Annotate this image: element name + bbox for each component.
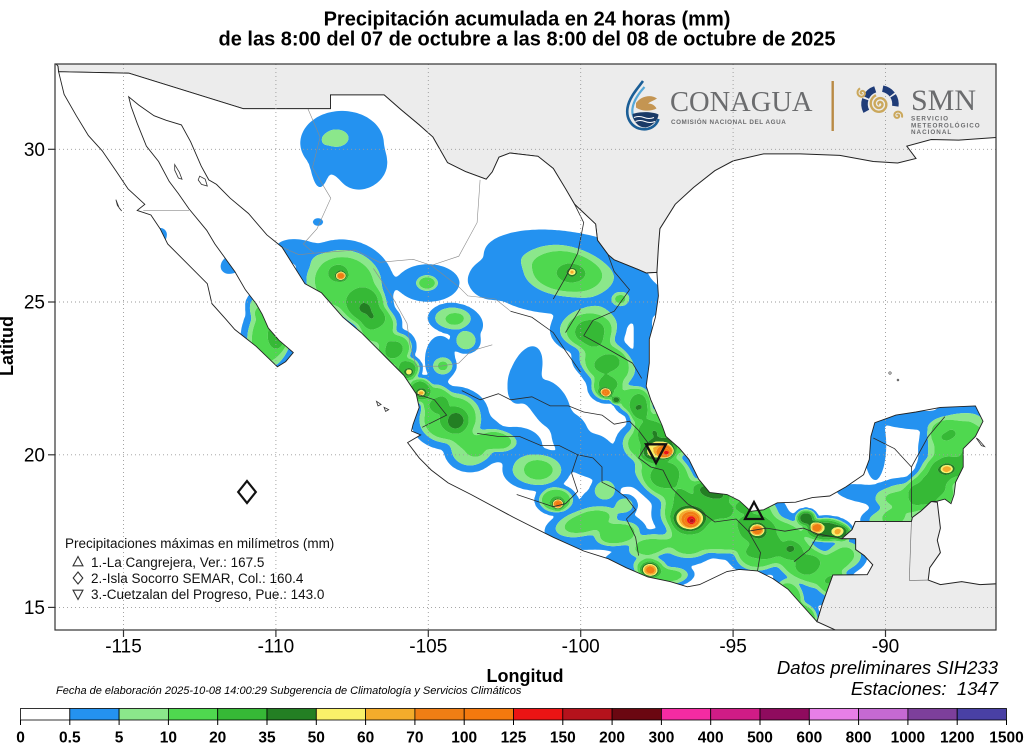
svg-text:COMISIÓN NACIONAL DEL AGUA: COMISIÓN NACIONAL DEL AGUA: [671, 117, 786, 126]
svg-text:100: 100: [451, 730, 477, 745]
svg-text:1000: 1000: [891, 730, 925, 745]
svg-text:de las 8:00 del 07 de octubre: de las 8:00 del 07 de octubre a las 8:00…: [219, 29, 836, 51]
svg-text:3.-Cuetzalan del Progreso, Pue: 3.-Cuetzalan del Progreso, Pue.: 143.0: [91, 587, 324, 602]
svg-text:50: 50: [308, 730, 325, 745]
svg-text:0.5: 0.5: [59, 730, 81, 745]
svg-text:Precipitaciones máximas en mil: Precipitaciones máximas en milímetros (m…: [65, 536, 334, 551]
svg-text:SMN: SMN: [911, 84, 976, 117]
svg-text:800: 800: [846, 730, 872, 745]
svg-text:-110: -110: [258, 637, 295, 658]
svg-text:METEOROLÓGICO: METEOROLÓGICO: [911, 120, 981, 129]
svg-text:2.-Isla Socorro SEMAR, Col.: 1: 2.-Isla Socorro SEMAR, Col.: 160.4: [91, 571, 304, 586]
svg-text:Fecha de elaboración 2025-10-0: Fecha de elaboración 2025-10-08 14:00:29…: [56, 685, 522, 697]
svg-text:1.-La Cangrejera, Ver.: 167.5: 1.-La Cangrejera, Ver.: 167.5: [91, 555, 264, 570]
svg-text:10: 10: [160, 730, 177, 745]
svg-text:NACIONAL: NACIONAL: [911, 129, 952, 136]
svg-text:Precipitación acumulada en 24: Precipitación acumulada en 24 horas (mm): [324, 9, 731, 31]
svg-text:0: 0: [16, 730, 25, 745]
svg-text:-105: -105: [409, 637, 447, 658]
svg-text:35: 35: [258, 730, 276, 745]
svg-text:-115: -115: [105, 637, 142, 658]
svg-text:-90: -90: [872, 637, 899, 658]
svg-text:SERVICIO: SERVICIO: [911, 116, 949, 123]
svg-text:500: 500: [747, 730, 773, 745]
svg-text:20: 20: [209, 730, 226, 745]
svg-text:30: 30: [24, 140, 45, 161]
svg-text:1500: 1500: [989, 730, 1023, 745]
svg-text:70: 70: [406, 730, 423, 745]
svg-text:Datos preliminares SIH233: Datos preliminares SIH233: [777, 657, 999, 678]
svg-text:Estaciones: 1347: Estaciones: 1347: [851, 678, 999, 699]
svg-text:20: 20: [24, 445, 45, 466]
svg-text:15: 15: [24, 598, 45, 619]
svg-text:5: 5: [115, 730, 124, 745]
svg-text:60: 60: [357, 730, 374, 745]
svg-text:-95: -95: [719, 637, 746, 658]
svg-text:-100: -100: [562, 637, 600, 658]
svg-text:300: 300: [648, 730, 674, 745]
svg-text:150: 150: [550, 730, 576, 745]
svg-text:125: 125: [501, 730, 527, 745]
svg-text:CONAGUA: CONAGUA: [670, 87, 813, 118]
svg-text:1200: 1200: [940, 730, 974, 745]
svg-text:Longitud: Longitud: [487, 666, 564, 686]
svg-text:600: 600: [796, 730, 822, 745]
svg-text:Latitud: Latitud: [0, 316, 17, 376]
svg-text:400: 400: [698, 730, 724, 745]
svg-text:25: 25: [24, 293, 45, 314]
svg-text:200: 200: [599, 730, 625, 745]
